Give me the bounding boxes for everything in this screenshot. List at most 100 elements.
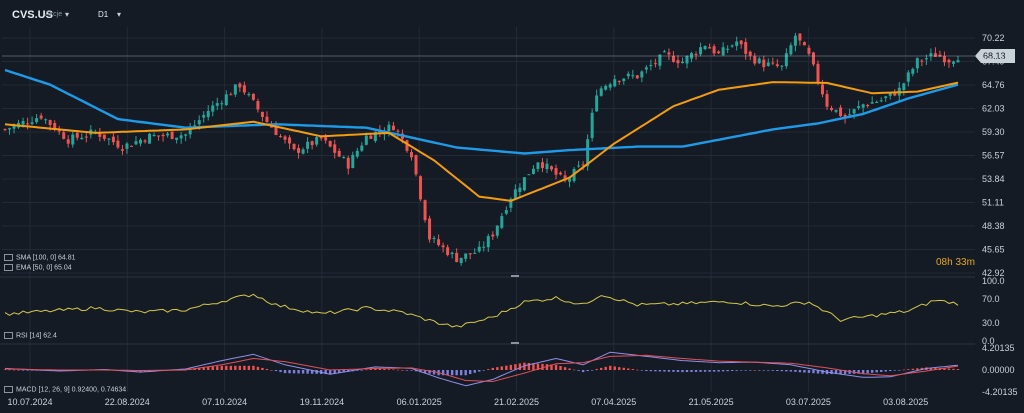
candle [527,174,531,176]
timeframe-label[interactable]: D1 [98,10,109,19]
candle [477,246,481,252]
candle [342,157,346,159]
candle [446,247,450,256]
macd-histogram-bar [252,365,255,370]
candle [590,112,594,138]
candle [644,67,648,70]
candle [879,100,883,102]
candle-countdown: 08h 33m [936,257,975,268]
candle [613,79,617,87]
macd-histogram-bar [247,365,251,370]
candle [577,165,581,167]
symbol-label[interactable]: CVS.US [12,9,53,21]
candle [504,210,508,214]
candle [482,246,486,248]
macd-histogram-bar [306,370,309,374]
y-tick-label: 51.11 [982,198,1004,208]
macd-histogram-bar [405,370,409,371]
candle [744,42,748,54]
candle [861,104,865,108]
macd-histogram-bar [699,370,702,372]
macd-histogram-bar [857,370,860,374]
candle [428,218,432,240]
macd-histogram-bar [211,366,214,370]
rsi-legend[interactable]: RSI [14] 62.4 [4,332,57,339]
macd-histogram-bar [821,370,824,374]
candle [699,47,703,55]
macd-legend[interactable]: MACD [12, 26, 9] 0.92400, 0.74634 [4,386,126,393]
candle [884,96,888,99]
ema-legend-label: EMA [50, 0] 65.04 [16,264,72,272]
candle [71,134,75,145]
macd-histogram-bar [428,370,431,374]
candle [360,145,364,151]
macd-histogram-bar [554,364,558,370]
candle [455,252,459,262]
macd-histogram-bar [464,370,467,376]
candle [802,42,806,46]
macd-histogram-bar [469,370,472,375]
macd-tick-label: -4.20135 [982,387,1018,397]
macd-histogram-bar [216,366,219,370]
candle [793,35,797,46]
indicator-settings-icon[interactable] [4,254,13,261]
candle [671,55,675,62]
macd-histogram-bar [383,368,386,370]
candle [491,234,495,237]
candle [888,92,892,96]
timeframe-dropdown-icon[interactable]: ▾ [117,10,122,19]
candle [202,114,206,118]
candle [297,148,301,153]
candle [473,252,477,254]
macd-histogram-bar [401,370,404,371]
macd-histogram-bar [952,368,955,370]
symbol-dropdown-icon[interactable]: ▾ [65,10,70,19]
candle [685,55,689,64]
candle [811,52,815,65]
indicator-settings-icon[interactable] [4,386,13,393]
macd-histogram-bar [229,365,233,370]
candle [292,143,296,150]
x-tick-label: 10.07.2024 [7,397,52,407]
countdown-h-unit: h [947,257,953,268]
candle [798,33,802,41]
y-tick-label: 42.92 [982,268,1005,278]
candle [283,136,287,140]
indicator-settings-icon[interactable] [4,332,13,339]
candle [522,177,526,191]
rsi-legend-label: RSI [14] 62.4 [16,332,57,340]
macd-histogram-bar [572,369,576,371]
candle [708,47,712,49]
macd-histogram-bar [482,370,485,371]
candle [405,140,409,151]
ema-legend[interactable]: EMA [50, 0] 65.04 [4,264,72,271]
candle [581,164,585,166]
candle [540,162,544,169]
macd-histogram-bar [568,368,571,370]
macd-histogram-bar [690,370,693,372]
candle [617,80,621,82]
indicator-settings-icon[interactable] [4,264,13,271]
macd-histogram-bar [225,365,228,370]
sma-legend[interactable]: SMA [100, 0] 64.81 [4,254,76,261]
macd-histogram-bar [812,370,815,374]
x-tick-label: 03.08.2025 [883,397,928,407]
candle [915,58,919,69]
grid [2,27,975,392]
macd-histogram-bar [889,370,892,372]
x-tick-label: 21.02.2025 [494,397,539,407]
candle [229,94,233,96]
candle [247,94,251,96]
candle [256,101,260,110]
macd-histogram-bar [744,370,747,371]
macd-histogram-bar [839,370,842,374]
candle [98,132,102,137]
candle [640,71,644,78]
macd-histogram-bar [663,370,666,372]
candle [631,75,635,77]
macd-histogram-bar [618,367,621,370]
candle [599,88,603,96]
macd-histogram-bar [496,367,499,370]
candle [107,138,111,140]
